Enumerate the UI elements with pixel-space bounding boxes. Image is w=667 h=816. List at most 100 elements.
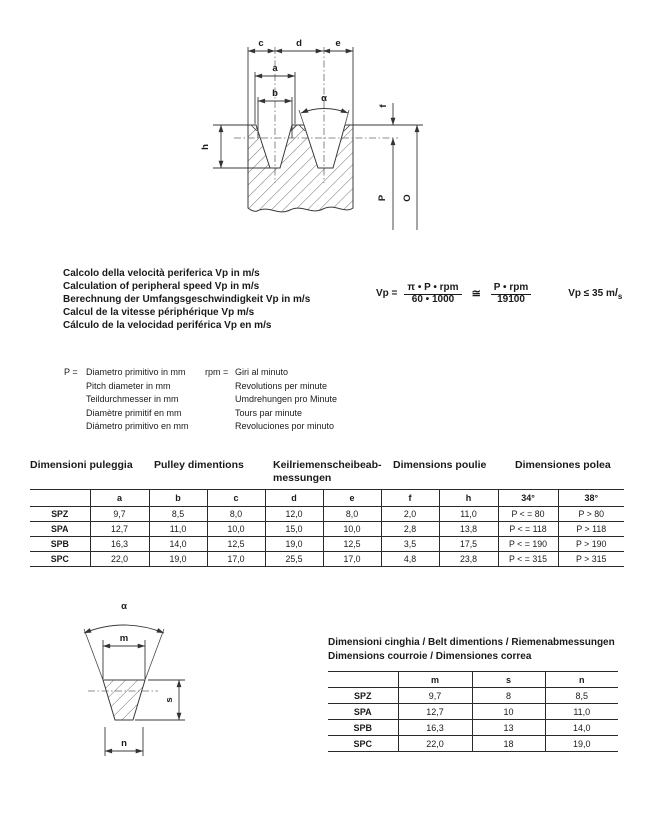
dim-a: a <box>254 63 296 124</box>
pulley-title-de: Keilriemenscheibeab- messungen <box>273 459 399 484</box>
table-row-spa: SPA 12,7 11,0 10,0 15,0 10,0 2,8 13,8 P … <box>30 521 624 537</box>
dim-label-o: O <box>402 194 413 201</box>
belt-table-title: Dimensioni cinghia / Belt dimentions / R… <box>328 636 628 664</box>
title-line-it: Calcolo della velocità periferica Vp in … <box>63 268 260 279</box>
cell: P < = 315 <box>497 551 558 567</box>
cell: 15,0 <box>264 521 323 537</box>
rpm-line-en: Revolutions per minute <box>235 380 328 391</box>
speed-limit-main: Vp ≤ 35 m <box>568 287 615 299</box>
cell: 10 <box>471 703 545 720</box>
cell: 22,0 <box>89 551 149 567</box>
dim-label-c: c <box>258 38 263 49</box>
belt-label-n: n <box>121 738 127 749</box>
cell: 8,5 <box>544 687 618 704</box>
cell: 12,5 <box>206 536 265 552</box>
cell: 18 <box>471 735 545 752</box>
col-header-h: h <box>438 489 498 507</box>
cell: 25,5 <box>264 551 323 567</box>
col-header-f: f <box>380 489 439 507</box>
cell: 9,7 <box>89 506 149 522</box>
p-line-it: Diametro primitivo in mm <box>86 367 186 377</box>
p-line-en: Pitch diameter in mm <box>86 380 171 391</box>
cell: 8,0 <box>206 506 265 522</box>
title-text2: messungen <box>273 471 332 484</box>
cell: P < = 80 <box>497 506 558 522</box>
p-line-fr: Diamètre primitif en mm <box>86 407 182 418</box>
row-label: SPC <box>353 738 372 749</box>
cell: 19,0 <box>264 536 323 552</box>
formula-fraction-1: π • P • rpm 60 • 1000 <box>404 282 462 305</box>
belt-section-diagram: α m s n <box>83 601 185 756</box>
cell: P < = 118 <box>497 521 558 537</box>
cell: 11,0 <box>544 703 618 720</box>
title-line-en: Calculation of peripheral speed Vp in m/… <box>63 281 260 292</box>
cell: 8,5 <box>148 506 207 522</box>
cell: 11,0 <box>148 521 207 537</box>
cell: 9,7 <box>397 687 472 704</box>
p-line-es: Diámetro primitivo en mm <box>86 421 189 431</box>
col-header-34deg: 34° <box>497 489 558 507</box>
belt-dimensions-table: m s n SPZ 9,7 8 8,5 SPA 12,7 10 11,0 <box>328 671 618 752</box>
title-line-fr: Calcul de la vitesse périphérique Vp m/s <box>63 307 255 318</box>
dim-label-a: a <box>272 63 278 74</box>
title-line-es: Cálculo de la velocidad periférica Vp en… <box>63 320 272 331</box>
cell: 13,8 <box>438 521 498 537</box>
symbol-definitions: P = Diametro primitivo in mm Pitch diame… <box>64 366 424 438</box>
rpm-line-fr: Tours par minute <box>235 407 303 418</box>
col-header-blank <box>30 490 90 507</box>
definition-p: P = Diametro primitivo in mm Pitch diame… <box>64 366 189 434</box>
pulley-title-es: Dimensiones polea <box>515 459 627 472</box>
cell: 17,0 <box>322 551 381 567</box>
pulley-title-fr: Dimensions poulie <box>393 459 505 472</box>
speed-limit-sub: s <box>617 291 623 301</box>
approx-equal-sign: ≅ <box>471 288 481 300</box>
belt-dim-s: s <box>135 679 185 721</box>
col-header-c: c <box>206 489 265 507</box>
belt-title-line-1: Dimensioni cinghia / Belt dimentions / R… <box>328 637 615 648</box>
definition-p-lines: Diametro primitivo in mm Pitch diameter … <box>86 366 189 434</box>
table-row-spc: SPC 22,0 18 19,0 <box>328 735 618 752</box>
cell: 12,7 <box>89 521 149 537</box>
title-line-de: Berechnung der Umfangsgeschwindigkeit Vp… <box>63 294 311 305</box>
title-text: Dimensioni puleggia <box>30 459 133 471</box>
belt-body-section <box>102 679 146 721</box>
cell: 22,0 <box>397 735 472 752</box>
cell: 23,8 <box>438 551 498 567</box>
title-text: Dimensiones polea <box>515 459 611 471</box>
fraction-1-numerator: π • P • rpm <box>404 282 462 295</box>
cell: 14,0 <box>148 536 207 552</box>
fraction-2-numerator: P • rpm <box>490 282 532 295</box>
pulley-table-header-row: a b c d e f h 34° 38° <box>30 489 624 507</box>
dim-f-p-o: f P O <box>353 103 423 230</box>
speed-limit: Vp ≤ 35 m/s <box>568 287 622 301</box>
belt-dim-m: m <box>102 633 146 679</box>
peripheral-speed-titles: Calcolo della velocità periferica Vp in … <box>63 267 310 332</box>
row-label: SPB <box>353 722 372 733</box>
col-header-e: e <box>322 489 381 507</box>
cell: 2,8 <box>380 521 439 537</box>
formula-fraction-2: P • rpm 19100 <box>490 282 532 305</box>
cell: 17,5 <box>438 536 498 552</box>
row-label: SPA <box>353 706 372 717</box>
col-header-m: m <box>397 671 472 688</box>
belt-label-alpha: α <box>121 601 127 612</box>
cell: 10,0 <box>206 521 265 537</box>
table-row-spa: SPA 12,7 10 11,0 <box>328 703 618 720</box>
col-header-s: s <box>471 671 545 688</box>
col-header-b: b <box>148 489 207 507</box>
cell: 4,8 <box>380 551 439 567</box>
belt-table-header-row: m s n <box>328 671 618 688</box>
p-line-de: Teildurchmesser in mm <box>86 394 179 404</box>
dim-label-f: f <box>378 104 389 108</box>
symbol-p: P = <box>64 367 78 377</box>
cell: 16,3 <box>89 536 149 552</box>
definition-rpm-lines: Giri al minuto Revolutions per minute Um… <box>235 366 337 434</box>
dim-alpha: α <box>298 93 350 126</box>
col-header-38deg: 38° <box>557 489 624 507</box>
row-label: SPB <box>50 539 69 549</box>
cell: 14,0 <box>544 719 618 736</box>
fraction-2-denominator: 19100 <box>497 294 525 305</box>
pulley-body-section <box>247 124 354 213</box>
